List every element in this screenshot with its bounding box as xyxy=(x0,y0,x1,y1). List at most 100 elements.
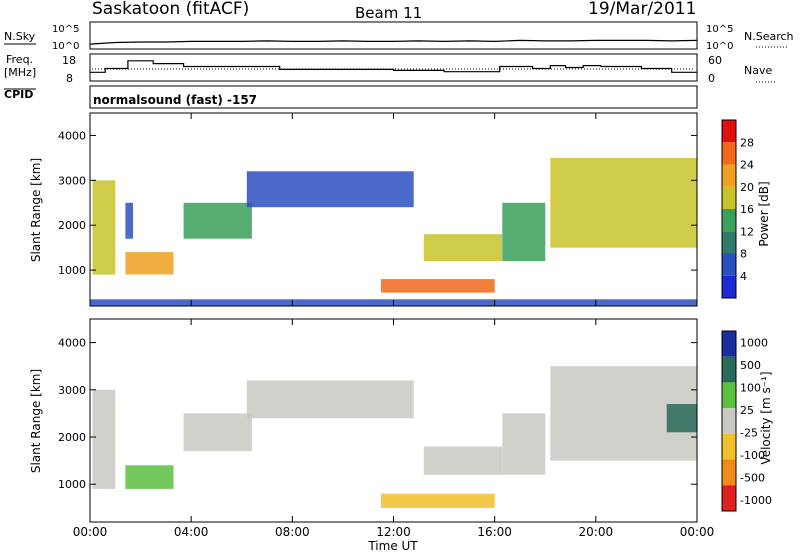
power-colorbar-label: Power [dB] xyxy=(757,181,771,246)
cpid-panel-frame xyxy=(89,85,698,109)
velocity-colorbar-frame xyxy=(721,330,737,512)
velocity-label-main: Velocity [m s⁻¹] xyxy=(759,371,773,464)
power-region-0 xyxy=(92,180,116,275)
y-tick-label: 4000 xyxy=(58,129,86,142)
vel-region-1 xyxy=(125,465,174,489)
freq-label-line2: [MHz] xyxy=(4,66,36,79)
velocity-colorbar-tick: -500 xyxy=(740,471,765,484)
x-tick-label: 00:00 xyxy=(680,525,715,539)
vel-region-4 xyxy=(423,446,503,475)
velocity-heatmap xyxy=(92,366,697,508)
power-colorbar-swatch xyxy=(722,209,736,232)
velocity-colorbar-tick: -1000 xyxy=(740,494,772,507)
power-region-7 xyxy=(502,202,546,262)
y-tick-label: 3000 xyxy=(58,384,86,397)
velocity-colorbar-tick: 100 xyxy=(740,381,761,394)
power-region-1 xyxy=(125,252,174,275)
power-region-6 xyxy=(380,279,495,293)
noise-axis-top: 10^5 xyxy=(52,24,79,35)
noise-axis-bottom: 10^0 xyxy=(52,41,79,52)
velocity-colorbar-tick: -100 xyxy=(740,449,765,462)
power-colorbar-tick: 12 xyxy=(740,225,754,238)
power-colorbar-tick: 28 xyxy=(740,136,754,149)
freq-panel-frame xyxy=(89,53,698,82)
velocity-colorbar: 1000 500 100 25 -25 -100 -500 -1000 xyxy=(721,330,772,512)
nave-label: Nave xyxy=(744,64,772,77)
cpid-value: normalsound (fast) -157 xyxy=(93,93,257,107)
time-x-axis: 00:00 04:00 08:00 12:00 16:00 20:00 00:00 xyxy=(73,113,715,539)
velocity-colorbar-swatch xyxy=(722,356,736,383)
power-region-5 xyxy=(423,234,503,262)
velocity-colorbar-tick: 25 xyxy=(740,404,754,417)
vel-region-2 xyxy=(183,413,252,452)
power-colorbar-tick: 24 xyxy=(740,159,754,172)
power-colorbar-tick: 20 xyxy=(740,181,754,194)
x-tick-label: 16:00 xyxy=(477,525,512,539)
nave-tick-60: 60 xyxy=(708,54,722,67)
velocity-colorbar-swatch xyxy=(722,459,736,486)
y-tick-label: 2000 xyxy=(58,431,86,444)
y-tick-label: 1000 xyxy=(58,264,86,277)
power-region-2 xyxy=(125,202,133,239)
cpid-label: CPID xyxy=(4,88,33,101)
freq-tick-8: 8 xyxy=(66,72,73,85)
x-tick-label: 12:00 xyxy=(376,525,411,539)
power-colorbar-swatch xyxy=(722,231,736,254)
power-colorbar-swatch xyxy=(722,186,736,209)
nsky-label: N.Sky xyxy=(4,30,36,43)
noise-panel-frame xyxy=(89,21,698,50)
date-title: 19/Mar/2011 xyxy=(588,0,696,19)
vel-region-8 xyxy=(666,404,697,433)
power-colorbar: 4 8 12 16 20 24 28 xyxy=(721,119,754,299)
power-heatmap xyxy=(90,157,697,306)
x-tick-label: 00:00 xyxy=(73,525,108,539)
power-colorbar-swatch xyxy=(722,164,736,187)
freq-label-line1: Freq. xyxy=(6,53,33,66)
power-y-axis: 1000 2000 3000 4000 xyxy=(58,129,697,277)
power-region-3 xyxy=(183,202,252,239)
power-region-4 xyxy=(246,171,414,208)
y-tick-label: 1000 xyxy=(58,478,86,491)
vel-region-5 xyxy=(380,493,495,508)
vel-region-3 xyxy=(246,380,414,419)
power-region-8 xyxy=(550,157,697,248)
x-tick-label: 04:00 xyxy=(174,525,209,539)
power-colorbar-swatch xyxy=(722,253,736,276)
velocity-y-label: Slant Range [km] xyxy=(29,369,43,473)
freq-tick-18: 18 xyxy=(62,54,76,67)
power-colorbar-swatch xyxy=(722,275,736,298)
power-colorbar-swatch xyxy=(722,142,736,165)
freq-series-line xyxy=(90,60,697,73)
velocity-colorbar-swatch xyxy=(722,408,736,434)
power-colorbar-swatch xyxy=(722,120,736,143)
nsearch-label: N.Search xyxy=(744,30,794,43)
vel-region-6 xyxy=(502,413,546,475)
power-colorbar-tick: 16 xyxy=(740,203,754,216)
power-colorbar-tick: 8 xyxy=(740,248,747,261)
nsky-series-line xyxy=(89,39,698,45)
velocity-colorbar-swatch xyxy=(722,382,736,409)
noise-axis-right-bottom: 10^0 xyxy=(706,41,733,52)
power-y-label: Slant Range [km] xyxy=(29,158,43,262)
velocity-colorbar-tick: -25 xyxy=(740,426,758,439)
velocity-colorbar-label: Velocity [m s⁻¹] xyxy=(759,371,773,464)
nave-tick-0: 0 xyxy=(708,72,715,85)
y-tick-label: 2000 xyxy=(58,219,86,232)
x-tick-label: 08:00 xyxy=(275,525,310,539)
x-tick-label: 20:00 xyxy=(579,525,614,539)
velocity-colorbar-tick: 500 xyxy=(740,359,761,372)
vel-region-0 xyxy=(92,389,116,489)
power-colorbar-frame xyxy=(721,119,737,299)
velocity-colorbar-swatch xyxy=(722,433,736,460)
beam-title: Beam 11 xyxy=(355,4,422,22)
velocity-colorbar-swatch xyxy=(722,331,736,357)
station-title: Saskatoon (fitACF) xyxy=(92,0,249,19)
power-colorbar-tick: 4 xyxy=(740,270,747,283)
velocity-y-axis: 1000 2000 3000 4000 xyxy=(58,337,697,491)
velocity-colorbar-swatch xyxy=(722,485,736,511)
y-tick-label: 4000 xyxy=(58,337,86,350)
velocity-colorbar-tick: 1000 xyxy=(740,336,768,349)
y-tick-label: 3000 xyxy=(58,174,86,187)
x-axis-label: Time UT xyxy=(367,539,418,553)
